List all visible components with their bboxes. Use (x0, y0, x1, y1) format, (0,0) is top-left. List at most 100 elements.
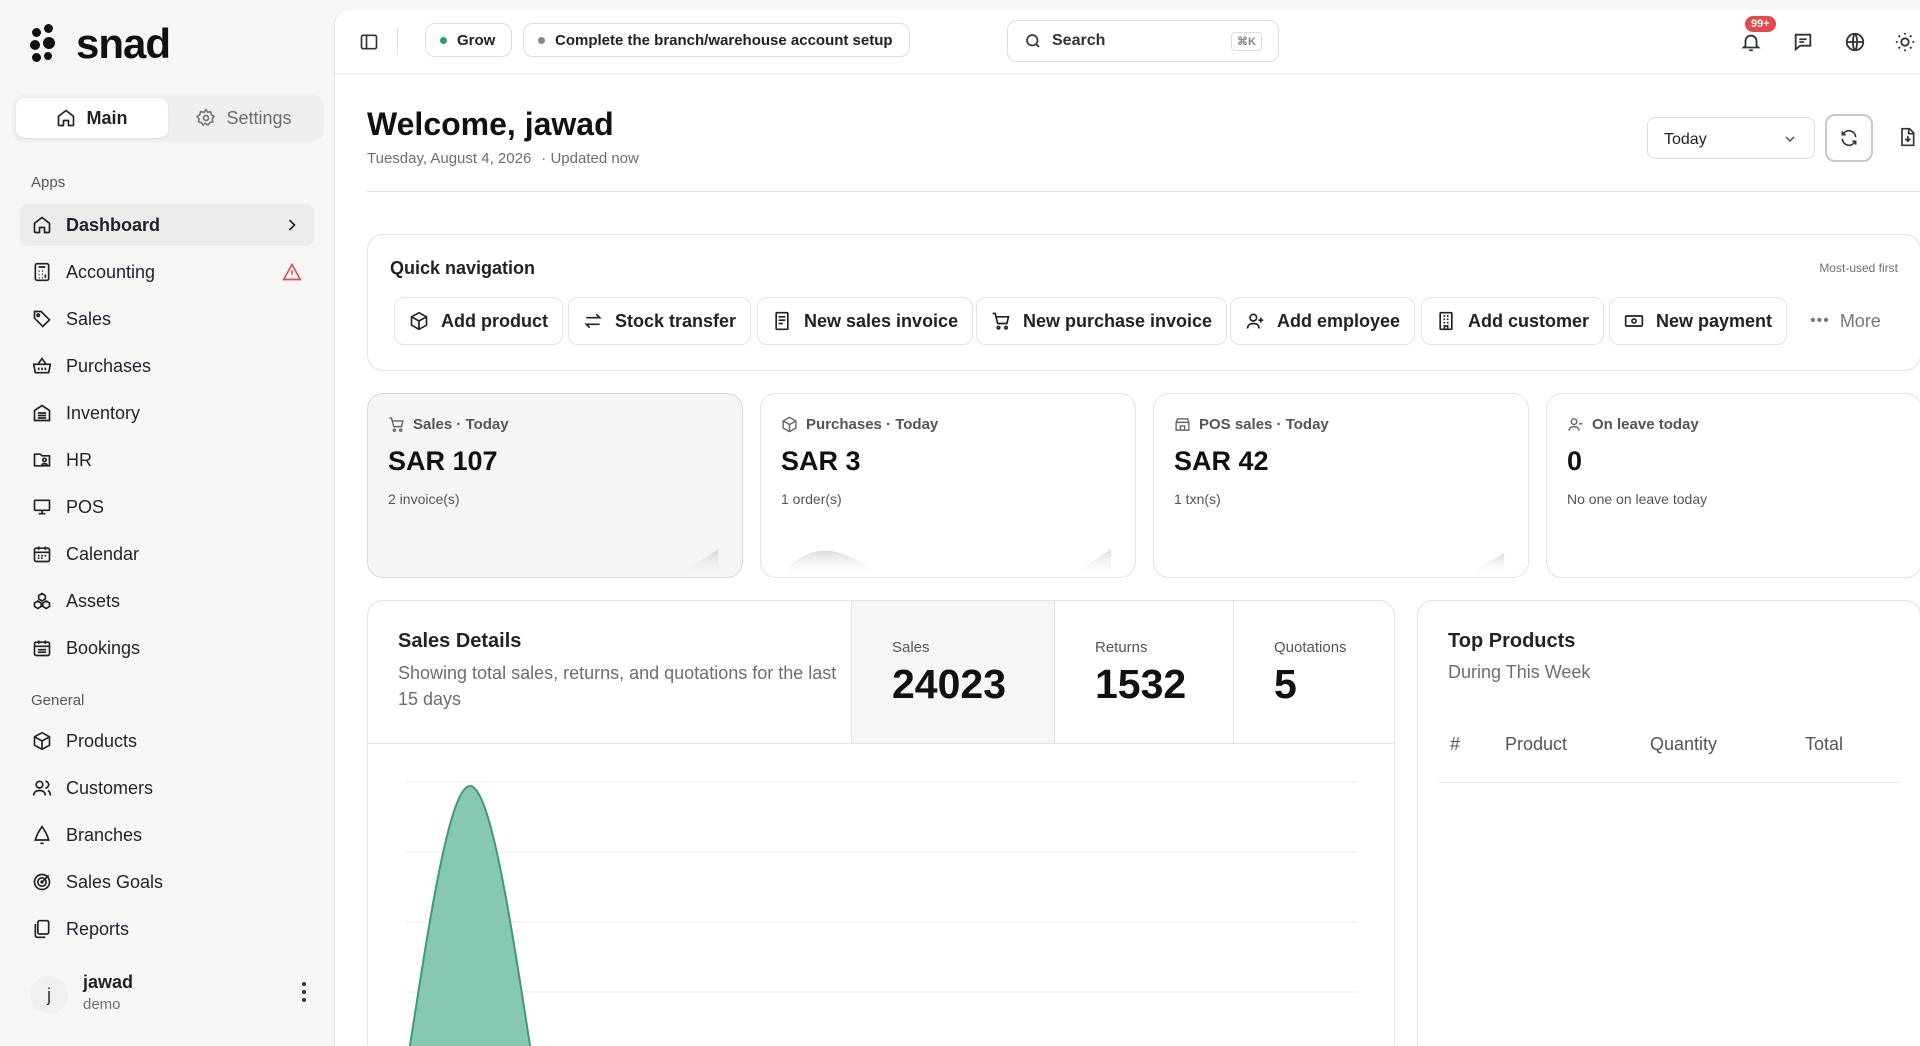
sales-area-chart (406, 781, 1358, 1046)
target-icon (33, 873, 51, 891)
stat-card-purchases[interactable]: Purchases · Today SAR 3 1 order(s) (760, 393, 1136, 578)
grow-label: Grow (457, 31, 496, 49)
sparkline (1462, 553, 1505, 577)
sidebar-item-sales[interactable]: Sales (20, 298, 314, 340)
box-icon (410, 311, 428, 331)
sidebar-item-branches[interactable]: Branches (20, 814, 314, 856)
brand-logo[interactable]: snad (30, 20, 171, 68)
sales-details-card: Sales Details Showing total sales, retur… (367, 600, 1395, 1046)
stat-card-on-leave[interactable]: On leave today 0 No one on leave today (1546, 393, 1920, 578)
search-shortcut: ⌘K (1231, 32, 1262, 51)
more-vertical-icon[interactable] (294, 978, 314, 1006)
main-panel: Grow Complete the branch/warehouse accou… (334, 10, 1920, 1046)
sidebar-toggle-icon[interactable] (357, 30, 381, 54)
sidebar-item-customers[interactable]: Customers (20, 767, 314, 809)
sidebar-item-label: Accounting (66, 261, 156, 282)
top-products-subtitle: During This Week (1448, 662, 1591, 682)
add-product-button[interactable]: Add product (394, 297, 563, 345)
new-purchase-invoice-button[interactable]: New purchase invoice (976, 297, 1228, 345)
metric-quotations[interactable]: Quotations 5 (1233, 601, 1394, 743)
current-date: Tuesday, August 4, 2026 (367, 150, 532, 167)
sidebar-item-accounting[interactable]: Accounting (20, 251, 314, 293)
sidebar-item-sales-goals[interactable]: Sales Goals (20, 861, 314, 903)
more-button[interactable]: ••• More (1810, 297, 1881, 345)
period-select[interactable]: Today (1647, 117, 1815, 159)
stat-title: POS sales · Today (1174, 416, 1329, 433)
sidebar-item-dashboard[interactable]: Dashboard (20, 204, 314, 246)
box-icon (782, 416, 797, 433)
sidebar-item-pos[interactable]: POS (20, 486, 314, 528)
quick-navigation-card: Quick navigation Most-used first Add pro… (367, 234, 1920, 371)
sidebar-item-reports[interactable]: Reports (20, 908, 314, 950)
sidebar-item-hr[interactable]: HR (20, 439, 314, 481)
divider (397, 28, 398, 54)
grow-button[interactable]: Grow (425, 23, 513, 57)
stat-value: SAR 42 (1174, 446, 1269, 476)
metric-sales[interactable]: Sales 24023 (851, 601, 1054, 743)
sidebar-item-assets[interactable]: Assets (20, 580, 314, 622)
top-products-title: Top Products (1448, 630, 1576, 652)
metric-label: Returns (1095, 639, 1148, 656)
gear-icon (196, 108, 216, 127)
globe-icon[interactable] (1843, 30, 1867, 54)
users-icon (32, 780, 52, 796)
notification-badge: 99+ (1745, 16, 1776, 32)
sidebar-item-label: Sales (66, 308, 112, 329)
more-horizontal-icon: ••• (1810, 312, 1830, 329)
topbar: Grow Complete the branch/warehouse accou… (335, 10, 1920, 74)
sidebar-item-inventory[interactable]: Inventory (20, 392, 314, 434)
metric-returns[interactable]: Returns 1532 (1054, 601, 1233, 743)
new-purchase-invoice-label: New purchase invoice (1023, 310, 1213, 331)
refresh-button[interactable] (1825, 114, 1873, 162)
assets-icon (33, 592, 51, 610)
search-input[interactable]: Search ⌘K (1007, 20, 1279, 62)
tab-settings-label: Settings (226, 107, 292, 128)
search-label: Search (1052, 32, 1106, 49)
stat-title-label: Sales · Today (413, 416, 509, 433)
sidebar-item-label: Calendar (66, 543, 140, 564)
tab-main[interactable]: Main (16, 98, 168, 138)
stat-value: SAR 107 (388, 446, 498, 476)
calendar-icon (33, 546, 51, 563)
stat-title-label: POS sales · Today (1199, 416, 1329, 433)
divider (368, 743, 1394, 744)
general-section-label: General (31, 692, 85, 709)
sidebar-item-products[interactable]: Products (20, 720, 314, 762)
stat-card-sales[interactable]: Sales · Today SAR 107 2 invoice(s) (367, 393, 743, 578)
home-icon (58, 109, 75, 127)
setup-task-button[interactable]: Complete the branch/warehouse account se… (523, 23, 910, 57)
sidebar-item-calendar[interactable]: Calendar (20, 533, 314, 575)
stat-card-pos-sales[interactable]: POS sales · Today SAR 42 1 txn(s) (1153, 393, 1529, 578)
add-employee-label: Add employee (1277, 310, 1401, 331)
add-product-label: Add product (441, 310, 548, 331)
add-customer-button[interactable]: Add customer (1421, 297, 1605, 345)
metric-value: 24023 (892, 661, 1007, 707)
new-sales-invoice-button[interactable]: New sales invoice (757, 297, 974, 345)
stat-subtitle: No one on leave today (1567, 491, 1708, 507)
sidebar-item-bookings[interactable]: Bookings (20, 627, 314, 669)
stat-subtitle: 1 txn(s) (1174, 491, 1221, 507)
chat-icon[interactable] (1791, 30, 1815, 54)
invoice-icon (775, 311, 789, 331)
sun-icon[interactable] (1893, 30, 1917, 54)
divider (1439, 782, 1899, 783)
add-employee-button[interactable]: Add employee (1230, 297, 1416, 345)
tab-settings[interactable]: Settings (168, 98, 320, 138)
logo-mark-icon (30, 24, 70, 64)
user-profile[interactable]: j jawad demo (30, 970, 314, 1018)
warehouse-icon (33, 404, 51, 422)
bell-icon[interactable] (1739, 30, 1763, 54)
sidebar-item-label: POS (66, 496, 105, 517)
page-title: Welcome, jawad (367, 106, 614, 142)
export-icon[interactable] (1897, 126, 1917, 153)
stat-title-label: Purchases · Today (806, 416, 939, 433)
reports-icon (34, 919, 50, 939)
divider (367, 191, 1920, 192)
stock-transfer-button[interactable]: Stock transfer (568, 297, 752, 345)
user-name: jawad (83, 972, 134, 992)
sidebar-item-label: Purchases (66, 355, 152, 376)
add-customer-label: Add customer (1468, 310, 1590, 331)
new-payment-button[interactable]: New payment (1609, 297, 1788, 345)
sidebar-item-purchases[interactable]: Purchases (20, 345, 314, 387)
stat-title-label: On leave today (1592, 416, 1699, 433)
